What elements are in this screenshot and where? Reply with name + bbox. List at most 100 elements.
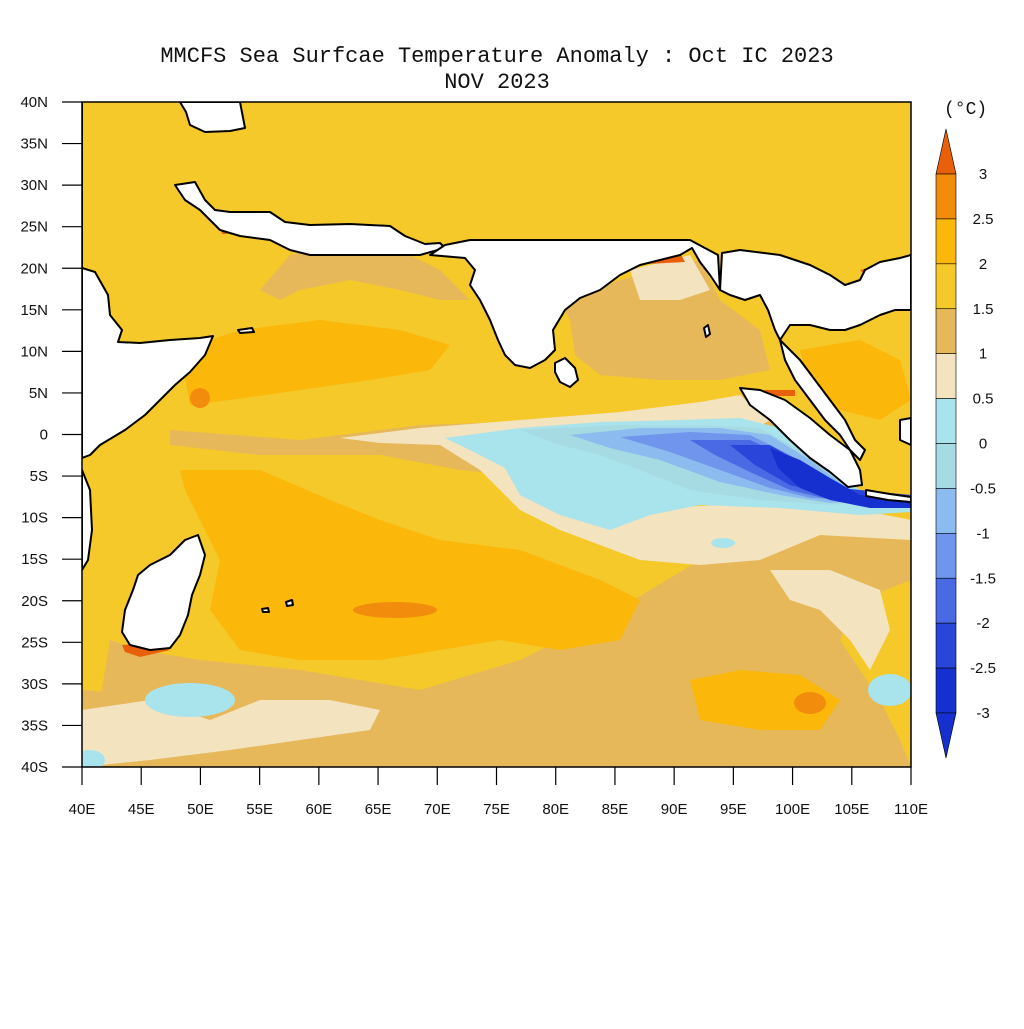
colorbar-box xyxy=(935,173,957,220)
land-sumatra xyxy=(739,387,863,488)
colorbar-bottom-triangle xyxy=(935,712,957,759)
colorbar-level-label: -0.5 xyxy=(970,480,996,497)
land-india xyxy=(429,239,721,369)
colorbar-box xyxy=(935,622,957,669)
anomaly-zone-2-2.5 xyxy=(190,388,210,408)
colorbar-level-label: 1 xyxy=(979,346,987,363)
lon-tick-label: 95E xyxy=(720,801,747,818)
colorbar-level-label: 3 xyxy=(979,166,987,183)
lon-tick-label: 45E xyxy=(128,801,155,818)
colorbar-box xyxy=(935,443,957,489)
lat-tick-label: 40N xyxy=(20,94,48,111)
anomaly-zone-1.5-2 xyxy=(690,670,840,730)
colorbar-level-label: -2 xyxy=(976,615,989,632)
anomaly-zone-0-0.5 xyxy=(770,570,890,670)
colorbar-level-label: -1 xyxy=(976,525,989,542)
lat-tick-label: 15N xyxy=(20,302,48,319)
lon-tick-label: 55E xyxy=(246,801,273,818)
lon-tick-label: 75E xyxy=(483,801,510,818)
anomaly-zone-neg0.5-0 xyxy=(145,683,235,717)
colorbar-level-label: 2.5 xyxy=(973,211,994,228)
land-socotra xyxy=(237,327,255,334)
lon-tick-label: 100E xyxy=(775,801,810,818)
colorbar-level-label: -2.5 xyxy=(970,660,996,677)
lat-tick-label: 25S xyxy=(21,634,48,651)
colorbar-level-label: -3 xyxy=(976,705,989,722)
anomaly-zone-neg0.5-0 xyxy=(82,750,105,767)
land-east-africa xyxy=(82,469,93,571)
anomaly-zone-neg0.5-0 xyxy=(868,674,911,706)
land-malay-peninsula xyxy=(779,339,866,461)
colorbar-box xyxy=(935,308,957,354)
latitude-axis: 40N 35N 30N 25N 20N 15N 10N 5N 0 5S 10S 15S 20S 25S 30… xyxy=(20,94,82,776)
lon-tick-label: 50E xyxy=(187,801,214,818)
land-persian-gulf-north xyxy=(174,181,446,256)
colorbar: 3 2.5 2 1.5 1 0.5 0 -0.5 -1 -1.5 -2 -2.5 -3 xyxy=(935,128,996,759)
anomaly-zone-neg0.5-0 xyxy=(711,538,735,548)
lat-tick-label: 5S xyxy=(30,468,48,485)
lon-tick-label: 70E xyxy=(424,801,451,818)
colorbar-level-label: -1.5 xyxy=(970,570,996,587)
colorbar-box xyxy=(935,488,957,534)
anomaly-zone-2-2.5 xyxy=(353,602,437,618)
colorbar-top-triangle xyxy=(935,128,957,175)
colorbar-box xyxy=(935,398,957,444)
anomaly-zone-1.5-2 xyxy=(180,470,640,660)
lat-tick-label: 20N xyxy=(20,260,48,277)
lat-tick-label: 10N xyxy=(20,343,48,360)
colorbar-box xyxy=(935,577,957,624)
land-java xyxy=(865,489,911,503)
land-madagascar xyxy=(121,534,206,651)
land-southeast-asia xyxy=(719,249,911,341)
longitude-axis: 40E 45E 50E 55E 60E 65E 70E 75E 80E 85E 90E 95E 100E… xyxy=(69,767,928,818)
land-arabia-africa xyxy=(82,102,214,459)
lat-tick-label: 40S xyxy=(21,759,48,776)
anomaly-field xyxy=(82,102,911,767)
anomaly-zone-below-neg3 xyxy=(770,448,911,508)
lon-tick-label: 105E xyxy=(834,801,869,818)
lat-tick-label: 15S xyxy=(21,551,48,568)
lat-tick-label: 0 xyxy=(40,427,48,444)
lon-tick-label: 65E xyxy=(365,801,392,818)
land-iran-pakistan xyxy=(179,102,246,133)
lon-tick-label: 80E xyxy=(542,801,569,818)
anomaly-zone-0-0.5 xyxy=(630,255,710,300)
lat-tick-label: 35N xyxy=(20,136,48,153)
lat-tick-label: 30S xyxy=(21,676,48,693)
lon-tick-label: 110E xyxy=(894,801,928,818)
colorbar-level-label: 0 xyxy=(979,436,987,453)
lon-tick-label: 90E xyxy=(661,801,688,818)
colorbar-unit: (°C) xyxy=(944,100,988,120)
lon-tick-label: 85E xyxy=(602,801,629,818)
anomaly-zone-2-2.5 xyxy=(794,692,826,714)
colorbar-box xyxy=(935,533,957,579)
land-borneo xyxy=(899,417,911,446)
anomaly-zone-0.5-1 xyxy=(260,245,470,300)
land-masses xyxy=(82,102,911,651)
anomaly-zone-1.5-2 xyxy=(180,320,450,405)
lat-tick-label: 5N xyxy=(29,385,48,402)
colorbar-box xyxy=(935,218,957,265)
land-andaman xyxy=(703,324,711,338)
land-mauritius xyxy=(285,599,294,607)
chart-title: MMCFS Sea Surfcae Temperature Anomaly : … xyxy=(160,44,834,69)
anomaly-zone-0-0.5 xyxy=(82,700,380,767)
anomaly-zone-0.5-1 xyxy=(560,260,770,380)
colorbar-level-label: 0.5 xyxy=(973,391,994,408)
land-sri-lanka xyxy=(554,357,579,388)
colorbar-box xyxy=(935,667,957,714)
lat-tick-label: 10S xyxy=(21,510,48,527)
lat-tick-label: 35S xyxy=(21,717,48,734)
colorbar-level-label: 2 xyxy=(979,256,987,273)
lat-tick-label: 25N xyxy=(20,219,48,236)
colorbar-box xyxy=(935,263,957,310)
lon-tick-label: 60E xyxy=(306,801,333,818)
colorbar-box xyxy=(935,353,957,399)
colorbar-level-label: 1.5 xyxy=(973,301,994,318)
land-reunion xyxy=(261,607,270,613)
lat-tick-label: 30N xyxy=(20,177,48,194)
lat-tick-label: 20S xyxy=(21,593,48,610)
lon-tick-label: 40E xyxy=(69,801,96,818)
